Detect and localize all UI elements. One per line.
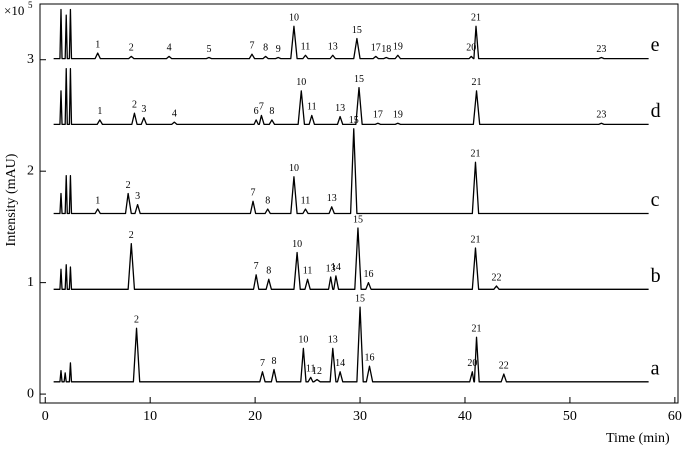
peak-label: 4 bbox=[167, 43, 172, 54]
peak-label: 11 bbox=[307, 102, 317, 113]
peak-label: 15 bbox=[354, 74, 364, 85]
peak-label: 21 bbox=[472, 77, 482, 88]
peak-label: 8 bbox=[263, 43, 268, 54]
peak-label: 15 bbox=[355, 293, 365, 304]
peak-label: 4 bbox=[172, 108, 177, 119]
peak-label: 14 bbox=[335, 358, 345, 369]
peak-label: 12 bbox=[312, 366, 322, 377]
peak-label: 2 bbox=[129, 43, 134, 54]
x-tick-label: 40 bbox=[458, 409, 472, 424]
plot-frame bbox=[39, 3, 679, 404]
x-tick-label: 0 bbox=[42, 409, 49, 424]
peak-label: 2 bbox=[126, 180, 131, 191]
peak-label: 2 bbox=[134, 315, 139, 326]
peak-label: 15 bbox=[353, 214, 363, 225]
peak-label: 21 bbox=[472, 324, 482, 335]
chromatogram-line bbox=[53, 67, 649, 126]
peak-label: 7 bbox=[254, 261, 259, 272]
x-axis-label: Time (min) bbox=[606, 431, 670, 446]
peak-label: 10 bbox=[292, 239, 302, 250]
series-name: d bbox=[651, 100, 661, 122]
peak-label: 17 bbox=[373, 110, 383, 121]
peak-label: 7 bbox=[251, 188, 256, 199]
y-tick-label: 0 bbox=[27, 386, 34, 401]
peak-label: 21 bbox=[470, 149, 480, 160]
peak-label: 22 bbox=[491, 272, 501, 283]
peak-label: 7 bbox=[259, 102, 264, 113]
chromatogram-line bbox=[53, 8, 649, 60]
peak-label: 8 bbox=[265, 195, 270, 206]
series-name: b bbox=[651, 265, 661, 287]
peak-label: 10 bbox=[289, 13, 299, 24]
y-unit-base: ×10 bbox=[4, 3, 24, 18]
peak-label: 13 bbox=[327, 193, 337, 204]
x-tick-label: 30 bbox=[353, 409, 367, 424]
x-tick-label: 10 bbox=[143, 409, 157, 424]
peak-label: 2 bbox=[129, 230, 134, 241]
peak-label: 1 bbox=[97, 106, 102, 117]
peak-label: 11 bbox=[301, 195, 311, 206]
chromatogram-line bbox=[53, 227, 649, 290]
x-tick-label: 20 bbox=[248, 409, 262, 424]
peak-label: 15 bbox=[349, 115, 359, 126]
peak-label: 2 bbox=[132, 100, 137, 111]
peak-label: 8 bbox=[266, 266, 271, 277]
peak-label: 23 bbox=[596, 110, 606, 121]
y-tick-label: 2 bbox=[27, 163, 34, 178]
peak-label: 15 bbox=[352, 25, 362, 36]
peak-label: 19 bbox=[393, 42, 403, 53]
peak-label: 22 bbox=[499, 360, 509, 371]
peak-label: 5 bbox=[206, 44, 211, 55]
peak-label: 7 bbox=[260, 358, 265, 369]
peak-label: 20 bbox=[466, 43, 476, 54]
peak-label: 1 bbox=[95, 195, 100, 206]
peak-label: 13 bbox=[335, 103, 345, 114]
x-tick-label: 50 bbox=[563, 409, 577, 424]
peak-label: 8 bbox=[272, 356, 277, 367]
peak-label: 21 bbox=[471, 13, 481, 24]
peak-label: 10 bbox=[296, 77, 306, 88]
peak-label: 11 bbox=[306, 364, 316, 375]
peak-label: 16 bbox=[364, 353, 374, 364]
peak-label: 14 bbox=[331, 262, 341, 273]
chromatogram-line bbox=[53, 306, 649, 383]
peak-label: 13 bbox=[328, 42, 338, 53]
peak-label: 16 bbox=[363, 269, 373, 280]
peak-label: 20 bbox=[467, 358, 477, 369]
peak-label: 21 bbox=[470, 234, 480, 245]
peak-label: 23 bbox=[596, 44, 606, 55]
peak-label: 3 bbox=[141, 104, 146, 115]
peak-label: 1 bbox=[95, 39, 100, 50]
peak-label: 10 bbox=[289, 163, 299, 174]
y-tick-label: 1 bbox=[27, 275, 34, 290]
peak-label: 3 bbox=[135, 191, 140, 202]
peak-label: 19 bbox=[393, 110, 403, 121]
series-name: a bbox=[651, 357, 660, 379]
peak-label: 9 bbox=[276, 44, 281, 55]
peak-label: 8 bbox=[269, 106, 274, 117]
peak-label: 6 bbox=[254, 106, 259, 117]
y-unit-exponent: 5 bbox=[28, 0, 33, 10]
x-tick-label: 60 bbox=[668, 409, 682, 424]
y-axis-label: Intensity (mAU) bbox=[4, 153, 19, 246]
peak-label: 11 bbox=[303, 266, 313, 277]
peak-label: 10 bbox=[298, 335, 308, 346]
y-tick-label: 3 bbox=[27, 52, 34, 67]
series-name: e bbox=[651, 34, 660, 56]
series-name: c bbox=[651, 189, 660, 211]
peak-label: 11 bbox=[301, 42, 311, 53]
peak-label: 13 bbox=[328, 335, 338, 346]
chromatogram-line bbox=[53, 128, 649, 215]
peak-label: 18 bbox=[381, 44, 391, 55]
peak-label: 17 bbox=[371, 43, 381, 54]
peak-label: 13 bbox=[326, 263, 336, 274]
peak-label: 7 bbox=[249, 40, 254, 51]
